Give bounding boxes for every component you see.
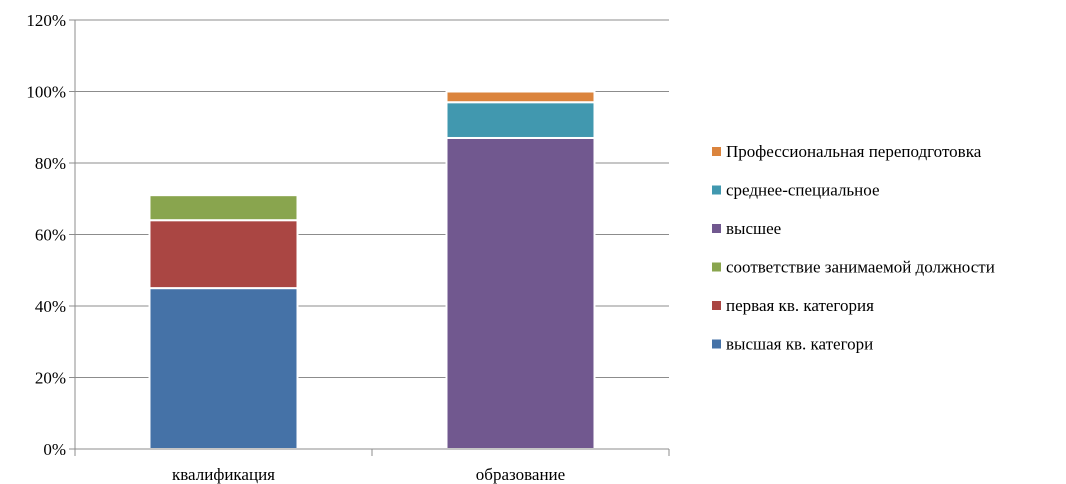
legend-swatch <box>712 224 721 233</box>
x-axis-labels: квалификация образование <box>172 465 565 484</box>
bar-segment <box>148 219 299 290</box>
y-tick-label: 20% <box>35 369 66 388</box>
axes <box>74 20 670 456</box>
legend-label: первая кв. категория <box>726 296 874 315</box>
bars <box>148 90 596 450</box>
x-tick-label: квалификация <box>172 465 275 484</box>
legend-label: высшая кв. категори <box>726 335 873 354</box>
legend-swatch <box>712 147 721 156</box>
legend-label: высшее <box>726 219 781 238</box>
y-tick-label: 60% <box>35 226 66 245</box>
x-tick-label: образование <box>476 465 565 484</box>
legend-label: соответствие занимаемой должности <box>726 258 995 277</box>
bar-segment <box>148 194 299 222</box>
y-tick-label: 120% <box>26 11 66 30</box>
legend-swatch <box>712 301 721 310</box>
y-axis-ticks: 0% 20% 40% 60% 80% 100% 120% <box>26 11 75 459</box>
legend-swatch <box>712 262 721 272</box>
legend-label: среднее-специальное <box>726 181 880 200</box>
bar-segment <box>148 287 299 450</box>
legend-swatch <box>712 339 721 349</box>
y-tick-label: 0% <box>43 440 66 459</box>
bar-segment <box>445 90 596 104</box>
legend-swatch <box>712 185 721 195</box>
y-tick-label: 80% <box>35 154 66 173</box>
y-tick-label: 100% <box>26 83 66 102</box>
bar-segment <box>445 101 596 139</box>
legend-label: Профессиональная переподготовка <box>726 142 982 161</box>
legend: Профессиональная переподготовка среднее-с… <box>712 142 995 354</box>
bar-segment <box>445 136 596 450</box>
y-tick-label: 40% <box>35 297 66 316</box>
